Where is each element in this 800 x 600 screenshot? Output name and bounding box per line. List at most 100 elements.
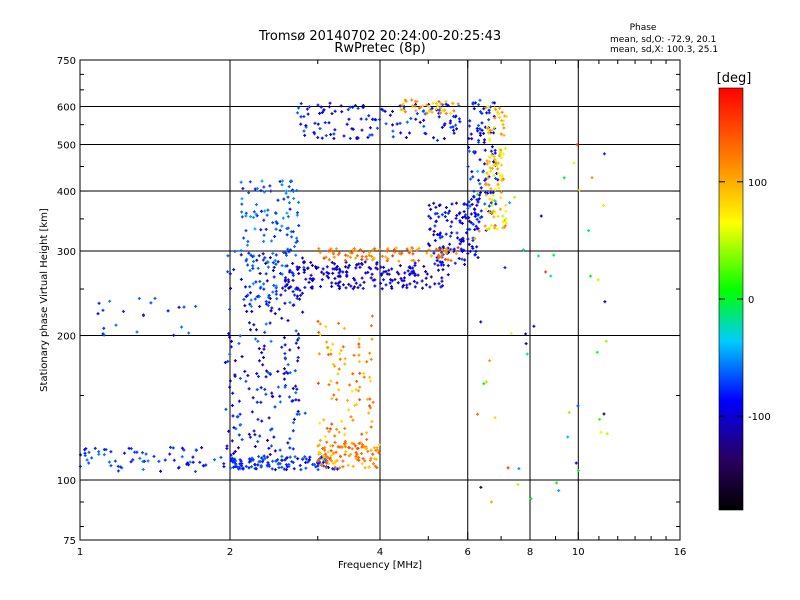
data-point [434,247,438,251]
data-point [493,188,497,192]
data-point [231,391,235,395]
data-point [529,497,533,501]
data-point [236,446,240,450]
data-point [493,151,497,155]
data-point [445,218,449,222]
data-point [113,459,117,463]
data-point [360,258,364,262]
data-point [438,260,442,264]
data-point [466,252,470,256]
data-point [367,465,371,469]
data-point [338,357,342,361]
data-point [331,251,335,255]
data-point [367,411,371,415]
data-point [337,251,341,255]
data-point [482,131,486,135]
data-point [278,400,282,404]
data-point [452,109,456,113]
data-point [341,345,345,349]
data-point [355,254,359,258]
data-point [366,270,370,274]
data-point [347,454,351,458]
data-point [392,248,396,252]
data-point [262,190,266,194]
data-point [304,277,308,281]
data-point [496,178,500,182]
data-point [280,264,284,268]
data-point [265,464,269,468]
data-point [243,369,247,373]
data-point [344,450,348,454]
data-point [464,213,468,217]
data-point [321,454,325,458]
data-point [373,284,377,288]
data-point [297,224,301,228]
data-point [97,452,101,456]
data-point [322,464,326,468]
data-point [232,426,236,430]
data-point [271,290,275,294]
data-point [412,269,416,273]
data-point [395,270,399,274]
data-point [491,209,495,213]
x-axis-label: Frequency [MHz] [338,560,422,571]
data-point [331,451,335,455]
data-point [302,260,306,264]
data-point [288,207,292,211]
data-point [349,415,353,419]
data-point [427,248,431,252]
data-point [362,250,366,254]
data-point [479,191,483,195]
data-point [398,121,402,125]
data-point [371,400,375,404]
data-point [248,180,252,184]
data-point [271,395,275,399]
data-point [159,469,163,473]
data-point [422,109,426,113]
data-point [255,258,259,262]
data-point [194,304,198,308]
data-point [433,212,437,216]
data-point [258,434,262,438]
data-point [380,287,384,291]
data-point [302,129,306,133]
x-tick-label: 1 [77,547,83,558]
data-point [470,202,474,206]
data-point [168,452,172,456]
data-point [244,379,248,383]
data-point [368,351,372,355]
data-point [278,272,282,276]
data-point [455,214,459,218]
data-point [483,202,487,206]
data-point [492,125,496,129]
data-point [298,297,302,301]
data-point [253,227,257,231]
data-point [454,252,458,256]
data-point [243,304,247,308]
data-point [484,380,488,384]
data-point [492,155,496,159]
data-point [460,257,464,261]
data-point [478,158,482,162]
data-point [479,485,483,489]
data-point [358,248,362,252]
data-point [494,176,498,180]
data-point [509,331,513,335]
data-point [109,464,113,468]
data-point [233,449,237,453]
data-point [356,106,360,110]
data-point [459,247,463,251]
data-point [390,267,394,271]
data-point [312,462,316,466]
data-point [427,104,431,108]
data-point [234,463,238,467]
data-point [352,353,356,357]
data-point [413,104,417,108]
data-point [285,264,289,268]
data-point [237,399,241,403]
data-point [405,283,409,287]
data-point [276,385,280,389]
data-point [291,386,295,390]
data-point [326,345,330,349]
data-point [358,398,362,402]
